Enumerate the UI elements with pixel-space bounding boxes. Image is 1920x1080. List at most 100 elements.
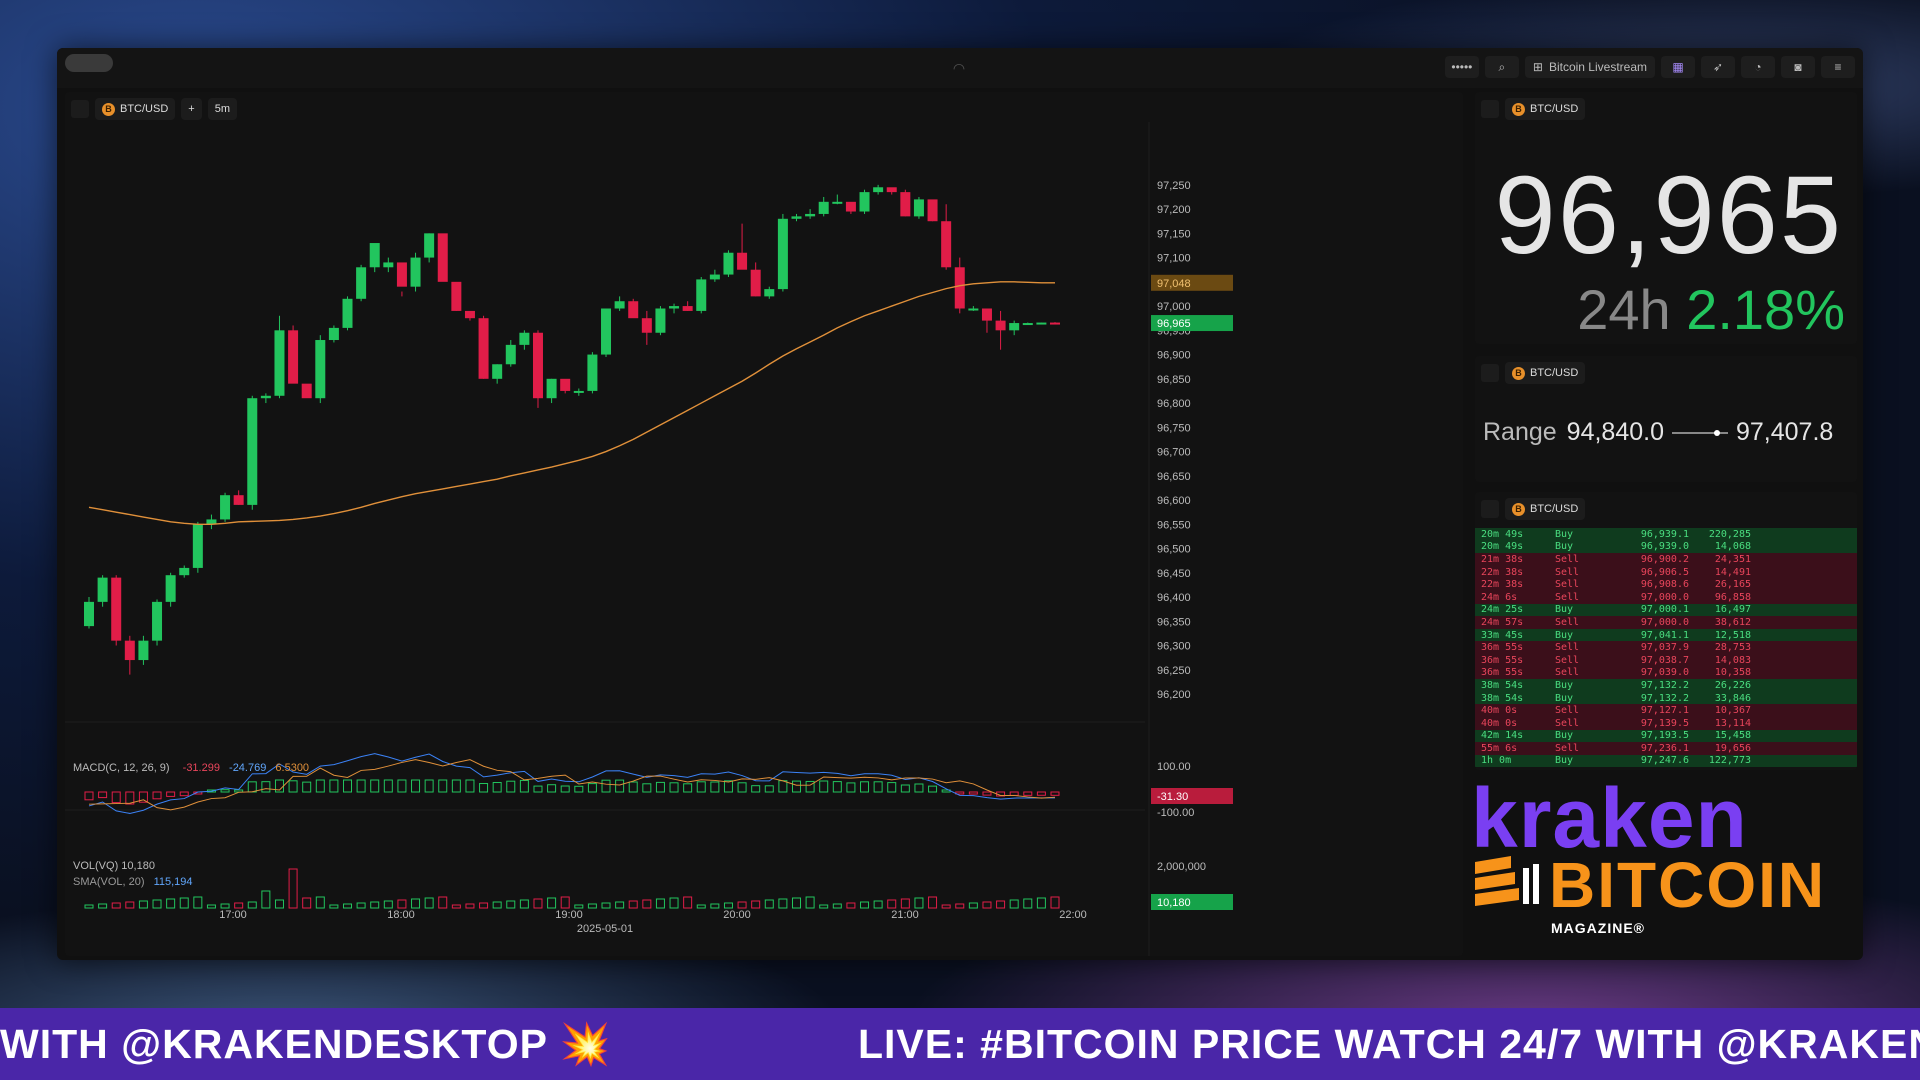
- candle-body: [709, 274, 720, 280]
- volume-legend: VOL(VQ) 10,180: [73, 860, 155, 872]
- volume-bar: [723, 902, 733, 909]
- grid-icon: ⊞: [1532, 60, 1543, 74]
- panel-handle-icon[interactable]: [71, 100, 89, 118]
- candle-body: [1050, 322, 1060, 325]
- candle-body: [886, 187, 897, 193]
- candle-body: [424, 233, 435, 258]
- candle-body: [913, 199, 924, 217]
- trade-volume: 38,612: [1714, 616, 1751, 628]
- price-axis-label: 96,450: [1157, 568, 1191, 580]
- camera-icon[interactable]: ◙: [1781, 56, 1815, 78]
- workspace-selector-button[interactable]: ⊞ Bitcoin Livestream: [1524, 56, 1655, 78]
- trade-side: Buy: [1555, 755, 1574, 767]
- volume-bar: [560, 896, 570, 909]
- volume-bar: [846, 902, 856, 909]
- price-axis-label: 96,650: [1157, 471, 1191, 483]
- volume-bar: [152, 899, 162, 909]
- macd-hist-bar: [84, 791, 94, 801]
- color-grid-icon[interactable]: ▦: [1661, 56, 1695, 78]
- menu-icon[interactable]: ≡: [1821, 56, 1855, 78]
- volume-bar: [424, 897, 434, 909]
- bell-icon[interactable]: ◔: [1741, 56, 1775, 78]
- macd-hist-bar: [315, 779, 325, 793]
- panel-handle-icon[interactable]: [1481, 500, 1499, 518]
- more-dots-button[interactable]: •••••: [1444, 56, 1479, 78]
- candle-body: [764, 289, 775, 297]
- trade-price: 97,139.5: [1640, 717, 1689, 729]
- interval-selector[interactable]: 5m: [207, 98, 237, 120]
- volume-bar: [479, 902, 489, 909]
- macd-hist-bar: [751, 785, 761, 793]
- candle-body: [968, 308, 979, 311]
- trade-price: 97,236.1: [1640, 742, 1689, 754]
- trade-side: Sell: [1555, 566, 1580, 578]
- rocket-icon[interactable]: ➶: [1701, 56, 1735, 78]
- panel-handle-icon[interactable]: [1481, 364, 1499, 382]
- candle-body: [328, 327, 339, 341]
- volume-bar: [1036, 897, 1046, 909]
- candlestick-chart[interactable]: 97,25097,20097,15097,10097,05097,00096,9…: [65, 122, 1463, 956]
- symbol-selector[interactable]: B BTC/USD: [1505, 362, 1586, 384]
- candle-body: [206, 519, 217, 525]
- change-value: 2.18%: [1686, 278, 1845, 341]
- candle-body: [859, 192, 870, 212]
- macd-hist-bar: [710, 781, 720, 793]
- macd-hist-bar: [302, 781, 312, 793]
- volume-bar: [860, 901, 870, 909]
- symbol-selector[interactable]: B BTC/USD: [1505, 498, 1586, 520]
- macd-axis-top: 100.00: [1157, 761, 1191, 773]
- volume-bar: [873, 900, 883, 909]
- chart-panel: B BTC/USD + 5m 97,250 97,200 97,150 97,100 9…: [65, 92, 1463, 956]
- trade-price: 97,193.5: [1640, 730, 1689, 742]
- candle-body: [601, 308, 612, 355]
- symbol-selector[interactable]: B BTC/USD: [95, 98, 176, 120]
- trade-price: 97,000.0: [1640, 616, 1689, 628]
- candle-body: [900, 192, 911, 217]
- trade-row: 24m 6s Sell 97,000.0 96,858: [1475, 590, 1857, 604]
- app-window: ◠ ••••• ⌕ ⊞ Bitcoin Livestream ▦ ➶ ◔ ◙ ≡…: [57, 48, 1863, 960]
- time-axis-label: 22:00: [1059, 909, 1087, 921]
- candle-body: [356, 267, 367, 299]
- candle-body: [791, 216, 802, 219]
- volume-bar: [451, 904, 461, 909]
- macd-hist-bar: [628, 781, 638, 793]
- trade-time: 36m 55s: [1481, 667, 1524, 679]
- candle-body: [805, 213, 816, 217]
- bitcoin-magazine-logo: BITCOIN MAGAZINE®: [1471, 849, 1824, 936]
- add-indicator-button[interactable]: +: [181, 98, 202, 120]
- volume-bar: [655, 898, 665, 909]
- branding-overlay: kraken BITCOIN MAGAZINE®: [1471, 771, 1863, 966]
- window-control-pill[interactable]: [65, 54, 113, 72]
- candle-body: [981, 308, 992, 321]
- trade-volume: 28,753: [1714, 642, 1751, 654]
- volume-bar: [941, 904, 951, 909]
- price-axis-label: 96,400: [1157, 592, 1191, 604]
- trade-side: Buy: [1555, 679, 1574, 691]
- symbol-selector[interactable]: B BTC/USD: [1505, 98, 1586, 120]
- macd-hist-bar: [683, 783, 693, 793]
- trades-list[interactable]: 20m 49s Buy 96,939.1 220,285 20m 49s Buy 96,93…: [1475, 528, 1857, 768]
- trade-side: Buy: [1555, 692, 1574, 704]
- candle-body: [669, 306, 680, 309]
- trade-row: 20m 49s Buy 96,939.1 220,285: [1475, 528, 1857, 541]
- range-label: Range: [1483, 418, 1557, 446]
- candle-body: [737, 252, 748, 270]
- trade-price: 97,000.1: [1640, 604, 1689, 616]
- candle-body: [410, 257, 421, 287]
- trade-side: Sell: [1555, 742, 1580, 754]
- macd-hist-bar: [451, 779, 461, 793]
- trade-time: 40m 0s: [1481, 705, 1518, 717]
- bitcoin-wordmark: BITCOIN: [1549, 849, 1827, 921]
- panel-handle-icon[interactable]: [1481, 100, 1499, 118]
- search-icon[interactable]: ⌕: [1484, 56, 1519, 78]
- macd-line: [88, 753, 1056, 814]
- candle-body: [682, 306, 693, 311]
- kraken-logo: kraken: [1471, 771, 1748, 865]
- range-row: Range 94,840.0 97,407.8: [1483, 418, 1853, 447]
- volume-tag-label: 10,180: [1157, 897, 1191, 909]
- macd-hist-bar: [642, 783, 652, 793]
- volume-bar: [193, 896, 203, 909]
- trade-volume: 14,083: [1714, 654, 1751, 666]
- volume-bar: [778, 898, 788, 909]
- candle-body: [192, 524, 203, 568]
